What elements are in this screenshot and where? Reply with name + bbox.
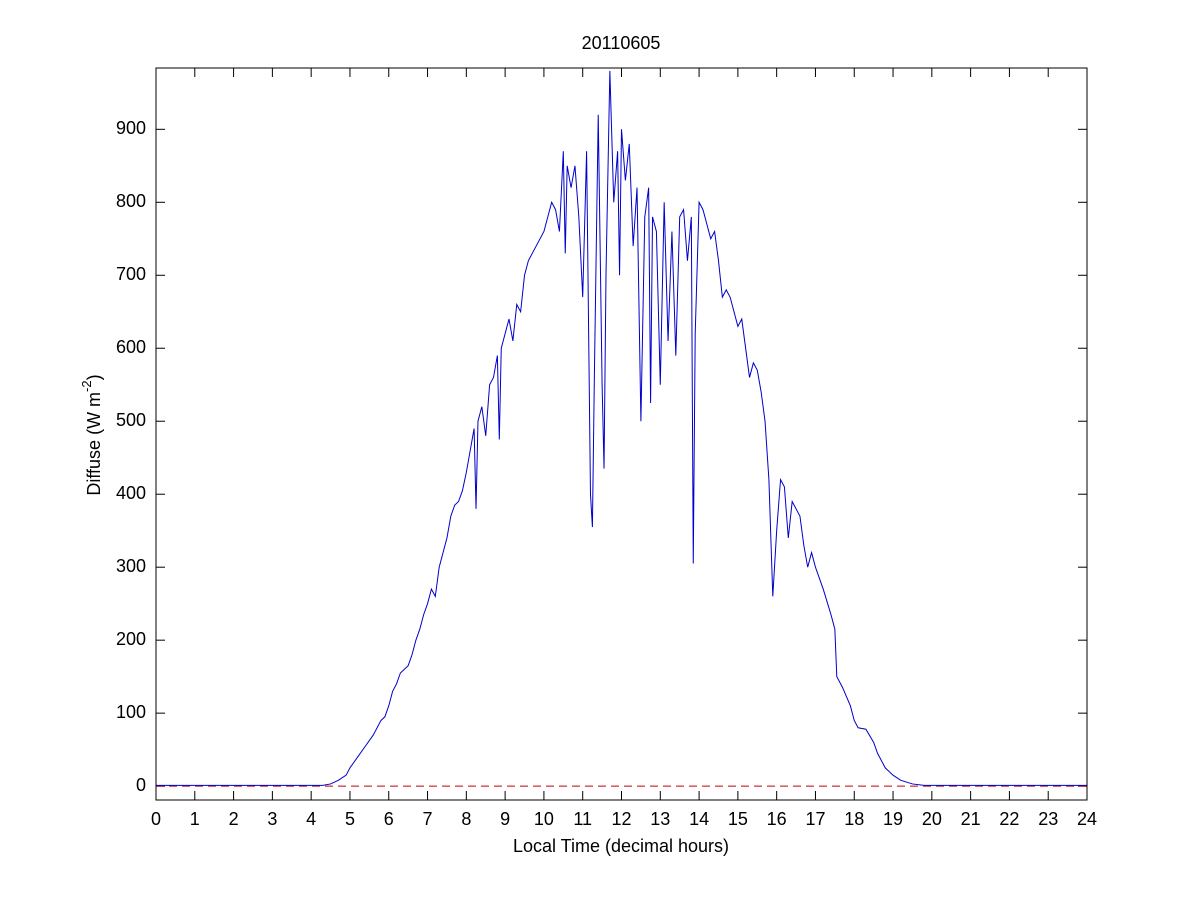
x-tick-label: 21: [961, 809, 981, 829]
x-tick-label: 14: [689, 809, 709, 829]
x-axis-label: Local Time (decimal hours): [513, 836, 729, 856]
y-axis-label: Diffuse (W m-2): [79, 374, 103, 495]
x-tick-label: 11: [573, 809, 592, 829]
x-tick-label: 20: [922, 809, 942, 829]
y-label-end: ): [84, 374, 104, 380]
chart-title: 20110605: [582, 33, 661, 53]
y-tick-label: 900: [116, 118, 146, 138]
x-tick-label: 13: [650, 809, 670, 829]
x-tick-label: 19: [883, 809, 903, 829]
data-line: [156, 70, 1087, 786]
x-tick-label: 15: [728, 809, 748, 829]
y-label-sup: -2: [79, 380, 94, 392]
x-tick-label: 8: [461, 809, 471, 829]
y-tick-label: 600: [116, 337, 146, 357]
x-tick-label: 24: [1077, 809, 1097, 829]
x-tick-label: 4: [306, 809, 316, 829]
x-tick-label: 17: [805, 809, 825, 829]
y-label-main: Diffuse (W m: [84, 392, 104, 496]
x-tick-label: 0: [151, 809, 161, 829]
x-tick-label: 6: [384, 809, 394, 829]
y-tick-label: 700: [116, 264, 146, 284]
y-tick-label: 800: [116, 191, 146, 211]
y-tick-label: 100: [116, 702, 146, 722]
x-tick-label: 2: [229, 809, 239, 829]
x-tick-label: 22: [999, 809, 1019, 829]
x-tick-label: 16: [767, 809, 787, 829]
y-tick-label: 400: [116, 483, 146, 503]
x-tick-label: 1: [190, 809, 200, 829]
x-tick-label: 9: [500, 809, 510, 829]
x-tick-label: 3: [267, 809, 277, 829]
x-tick-label: 12: [611, 809, 631, 829]
y-tick-label: 500: [116, 410, 146, 430]
y-tick-label: 0: [136, 775, 146, 795]
y-tick-label: 300: [116, 556, 146, 576]
x-tick-label: 10: [534, 809, 554, 829]
x-tick-label: 7: [423, 809, 433, 829]
x-tick-label: 18: [844, 809, 864, 829]
y-tick-label: 200: [116, 629, 146, 649]
x-tick-label: 5: [345, 809, 355, 829]
plot-frame: [155, 67, 1088, 801]
x-tick-label: 23: [1038, 809, 1058, 829]
